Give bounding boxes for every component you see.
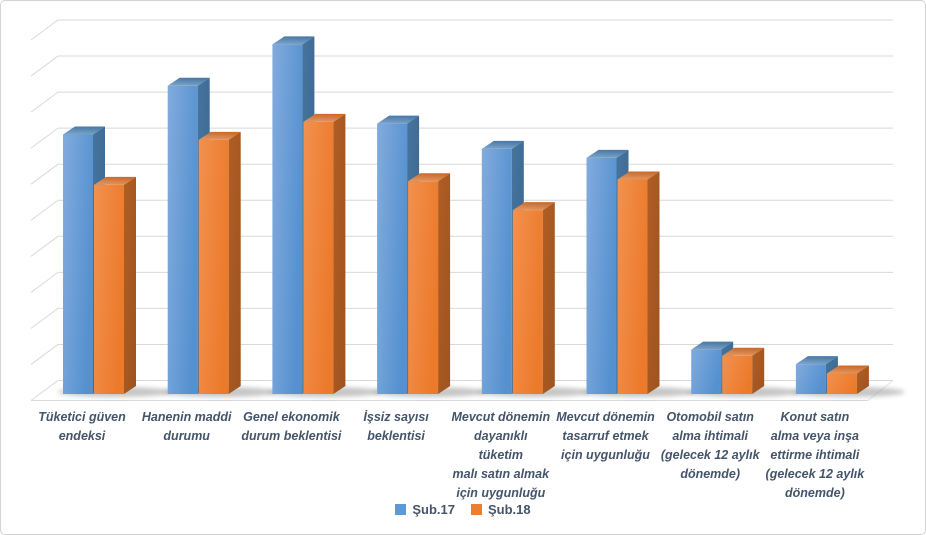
category-label-line: Hanenin maddi xyxy=(141,410,232,424)
bar-Şub.18-cat3 xyxy=(408,173,451,394)
category-label-line: tüketim xyxy=(478,448,524,462)
bar-Şub.18-cat2 xyxy=(303,113,346,394)
category-label-line: için uygunluğu xyxy=(456,486,546,500)
category-label-5: Mevcut dönemin tasarruf etmek için uygunlu… xyxy=(539,408,673,465)
legend: Şub.17 Şub.18 xyxy=(1,502,925,517)
bar-Şub.18-cat4 xyxy=(512,202,555,394)
category-label-line: dayanıklı xyxy=(474,429,528,443)
category-label-line: (gelecek 12 aylık xyxy=(765,467,865,481)
category-label-line: ettirme ihtimali xyxy=(770,448,860,462)
bar-Şub.18-cat0 xyxy=(94,176,136,394)
legend-series-label: Şub.17 xyxy=(412,502,455,517)
bar-Şub.18-cat5 xyxy=(617,171,660,394)
category-label-line: alma ihtimali xyxy=(672,429,749,443)
category-label-line: endeksi xyxy=(58,429,106,443)
category-label-line: durumu xyxy=(163,429,210,443)
category-label-line: (gelecek 12 aylık xyxy=(660,448,760,462)
category-label-line: malı satın almak xyxy=(452,467,550,481)
gridlines xyxy=(30,19,893,401)
category-label-line: Genel ekonomik xyxy=(243,410,340,424)
bar-Şub.18-cat7 xyxy=(826,365,869,394)
category-label-0: Tüketici güven endeksi xyxy=(15,408,149,446)
category-label-line: alma veya inşa xyxy=(770,429,860,443)
legend-swatch-icon xyxy=(471,504,482,515)
category-label-line: Mevcut dönemin xyxy=(451,410,551,424)
bar-Şub.18-cat1 xyxy=(198,131,241,394)
legend-swatch-icon xyxy=(395,504,407,515)
category-label-1: Hanenin maddi durumu xyxy=(120,408,254,446)
category-label-2: Genel ekonomik durum beklentisi xyxy=(224,408,358,446)
category-label-line: dönemde) xyxy=(785,486,845,500)
category-label-line: Otomobil satın xyxy=(666,410,754,424)
bar-Şub.18-cat6 xyxy=(722,347,765,394)
category-label-line: dönemde) xyxy=(680,467,741,481)
category-label-4: Mevcut dönemin dayanıklı tüketim malı satın… xyxy=(434,408,568,503)
category-label-line: Tüketici güven xyxy=(38,410,126,424)
category-label-7: Konut satın alma veya inşa ettirme ihtimal… xyxy=(748,408,882,503)
legend-item-1: Şub.18 xyxy=(471,502,531,517)
category-label-3: İşsiz sayısı beklentisi xyxy=(329,408,463,446)
category-label-line: için uygunluğu xyxy=(561,448,650,462)
category-label-line: tasarruf etmek xyxy=(562,429,649,443)
category-label-line: Mevcut dönemin xyxy=(556,410,655,424)
bar-series-group xyxy=(63,36,869,395)
category-label-6: Otomobil satın alma ihtimali (gelecek 12 a… xyxy=(643,408,777,484)
category-label-line: durum beklentisi xyxy=(241,429,342,443)
legend-item-0: Şub.17 xyxy=(395,502,455,517)
category-label-line: Konut satın xyxy=(780,410,850,424)
legend-series-label: Şub.18 xyxy=(488,502,531,517)
category-label-line: beklentisi xyxy=(367,429,425,443)
category-label-line: İşsiz sayısı xyxy=(363,410,429,424)
